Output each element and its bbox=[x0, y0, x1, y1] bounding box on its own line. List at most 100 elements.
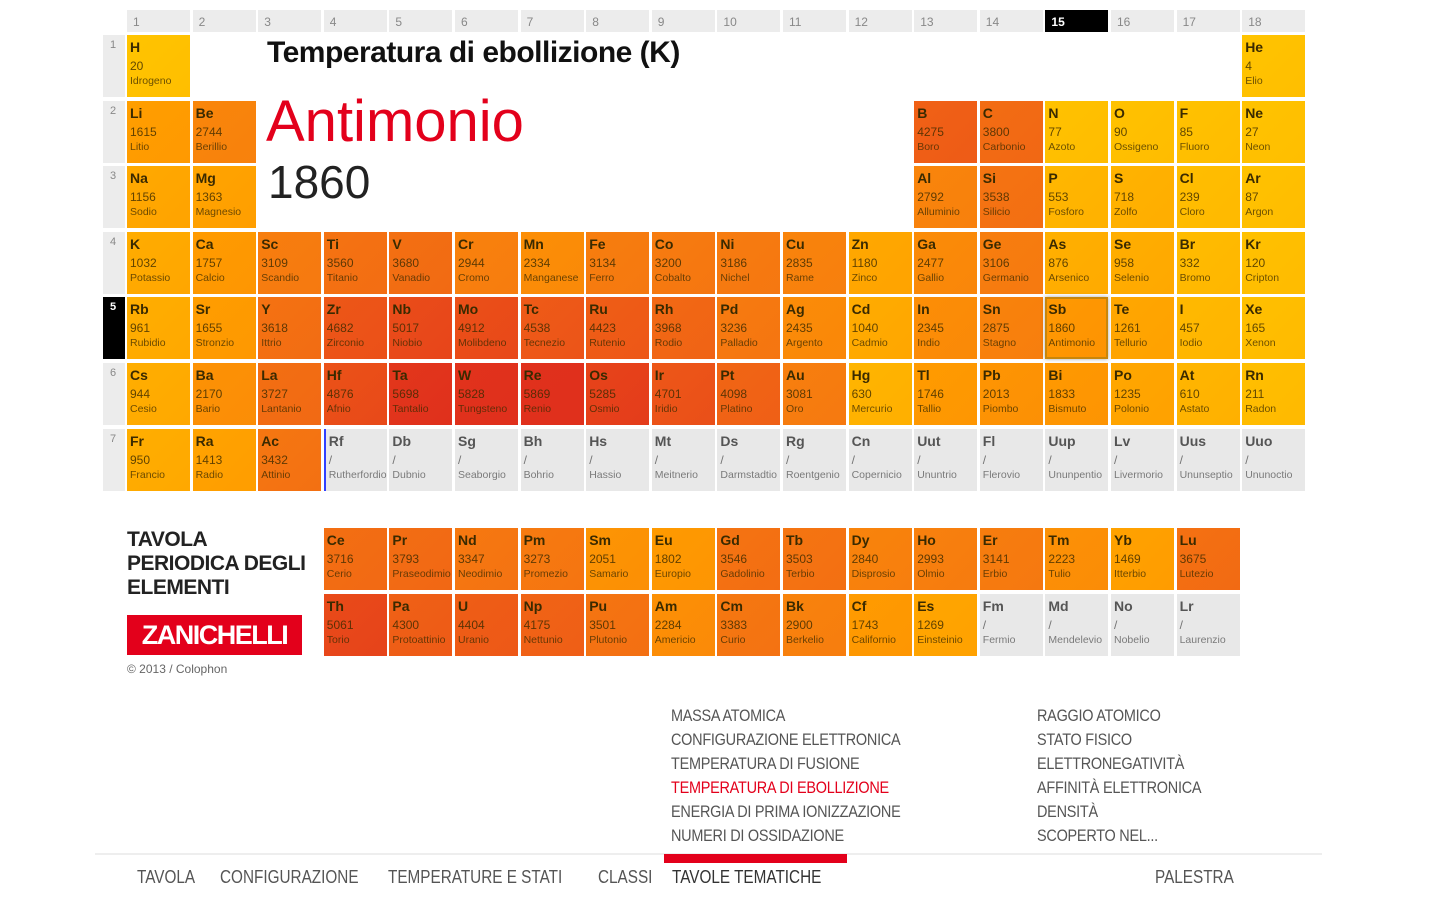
element-nd[interactable]: Nd 3347 Neodimio bbox=[455, 528, 518, 590]
element-rf[interactable]: Rf / Rutherfordio bbox=[323, 428, 387, 491]
element-h[interactable]: H 20 Idrogeno bbox=[127, 35, 190, 97]
element-te[interactable]: Te 1261 Tellurio bbox=[1111, 297, 1174, 360]
group-header-6[interactable]: 6 bbox=[455, 10, 518, 32]
element-tm[interactable]: Tm 2223 Tulio bbox=[1045, 528, 1109, 590]
nav-tavola[interactable]: TAVOLA bbox=[137, 867, 196, 887]
theme-item[interactable]: TEMPERATURA DI FUSIONE bbox=[671, 754, 860, 773]
element-sr[interactable]: Sr 1655 Stronzio bbox=[192, 297, 256, 360]
element-li[interactable]: Li 1615 Litio bbox=[127, 100, 190, 163]
element-pm[interactable]: Pm 3273 Promezio bbox=[520, 528, 584, 590]
element-ru[interactable]: Ru 4423 Rutenio bbox=[586, 297, 650, 360]
group-header-8[interactable]: 8 bbox=[586, 10, 650, 32]
element-uup[interactable]: Uup / Ununpentio bbox=[1045, 428, 1109, 491]
group-header-16[interactable]: 16 bbox=[1111, 10, 1174, 32]
element-si[interactable]: Si 3538 Silicio bbox=[979, 166, 1043, 229]
element-na[interactable]: Na 1156 Sodio bbox=[127, 166, 190, 229]
period-header-1[interactable]: 1 bbox=[103, 35, 125, 97]
element-es[interactable]: Es 1269 Einsteinio bbox=[914, 594, 978, 656]
element-au[interactable]: Au 3081 Oro bbox=[783, 363, 846, 425]
element-np[interactable]: Np 4175 Nettunio bbox=[520, 594, 584, 656]
element-se[interactable]: Se 958 Selenio bbox=[1111, 231, 1174, 294]
element-dy[interactable]: Dy 2840 Disprosio bbox=[848, 528, 912, 590]
group-header-3[interactable]: 3 bbox=[258, 10, 322, 32]
element-b[interactable]: B 4275 Boro bbox=[914, 100, 978, 163]
element-sg[interactable]: Sg / Seaborgio bbox=[455, 428, 518, 491]
colophon-link[interactable]: © 2013 / Colophon bbox=[127, 662, 228, 676]
element-fe[interactable]: Fe 3134 Ferro bbox=[586, 231, 650, 294]
element-w[interactable]: W 5828 Tungsteno bbox=[455, 363, 518, 425]
element-ce[interactable]: Ce 3716 Cerio bbox=[323, 528, 387, 590]
group-header-2[interactable]: 2 bbox=[192, 10, 256, 32]
element-sb[interactable]: Sb 1860 Antimonio bbox=[1045, 297, 1109, 360]
element-pr[interactable]: Pr 3793 Praseodimio bbox=[389, 528, 453, 590]
element-uus[interactable]: Uus / Ununseptio bbox=[1176, 428, 1240, 491]
element-tl[interactable]: Tl 1746 Tallio bbox=[914, 363, 978, 425]
element-be[interactable]: Be 2744 Berillio bbox=[192, 100, 256, 163]
element-cf[interactable]: Cf 1743 Californio bbox=[848, 594, 912, 656]
element-u[interactable]: U 4404 Uranio bbox=[455, 594, 518, 656]
element-mo[interactable]: Mo 4912 Molibdeno bbox=[455, 297, 518, 360]
element-th[interactable]: Th 5061 Torio bbox=[323, 594, 387, 656]
period-header-4[interactable]: 4 bbox=[103, 231, 125, 294]
group-header-11[interactable]: 11 bbox=[783, 10, 846, 32]
element-as[interactable]: As 876 Arsenico bbox=[1045, 231, 1109, 294]
element-n[interactable]: N 77 Azoto bbox=[1045, 100, 1109, 163]
element-uut[interactable]: Uut / Ununtrio bbox=[914, 428, 978, 491]
element-zn[interactable]: Zn 1180 Zinco bbox=[848, 231, 912, 294]
element-cs[interactable]: Cs 944 Cesio bbox=[127, 363, 190, 425]
element-fr[interactable]: Fr 950 Francio bbox=[127, 428, 190, 491]
element-xe[interactable]: Xe 165 Xenon bbox=[1242, 297, 1306, 360]
element-po[interactable]: Po 1235 Polonio bbox=[1111, 363, 1174, 425]
period-header-6[interactable]: 6 bbox=[103, 363, 125, 425]
element-sc[interactable]: Sc 3109 Scandio bbox=[258, 231, 322, 294]
element-nb[interactable]: Nb 5017 Niobio bbox=[389, 297, 453, 360]
theme-item[interactable]: SCOPERTO NEL... bbox=[1037, 826, 1158, 845]
element-mg[interactable]: Mg 1363 Magnesio bbox=[192, 166, 256, 229]
element-v[interactable]: V 3680 Vanadio bbox=[389, 231, 453, 294]
element-rh[interactable]: Rh 3968 Rodio bbox=[651, 297, 715, 360]
element-fm[interactable]: Fm / Fermio bbox=[979, 594, 1043, 656]
group-header-1[interactable]: 1 bbox=[127, 10, 190, 32]
nav-configurazione[interactable]: CONFIGURAZIONE bbox=[220, 867, 359, 887]
period-header-2[interactable]: 2 bbox=[103, 100, 125, 163]
element-os[interactable]: Os 5285 Osmio bbox=[586, 363, 650, 425]
element-sn[interactable]: Sn 2875 Stagno bbox=[979, 297, 1043, 360]
nav-palestra[interactable]: PALESTRA bbox=[1155, 867, 1234, 887]
group-header-14[interactable]: 14 bbox=[979, 10, 1043, 32]
element-hs[interactable]: Hs / Hassio bbox=[586, 428, 650, 491]
element-ge[interactable]: Ge 3106 Germanio bbox=[979, 231, 1043, 294]
element-no[interactable]: No / Nobelio bbox=[1111, 594, 1174, 656]
element-er[interactable]: Er 3141 Erbio bbox=[979, 528, 1043, 590]
element-rb[interactable]: Rb 961 Rubidio bbox=[127, 297, 190, 360]
element-pb[interactable]: Pb 2013 Piombo bbox=[979, 363, 1043, 425]
element-s[interactable]: S 718 Zolfo bbox=[1111, 166, 1174, 229]
element-cu[interactable]: Cu 2835 Rame bbox=[783, 231, 846, 294]
element-ar[interactable]: Ar 87 Argon bbox=[1242, 166, 1306, 229]
element-la[interactable]: La 3727 Lantanio bbox=[258, 363, 322, 425]
element-ba[interactable]: Ba 2170 Bario bbox=[192, 363, 256, 425]
element-uuo[interactable]: Uuo / Ununoctio bbox=[1242, 428, 1306, 491]
nav-classi[interactable]: CLASSI bbox=[598, 867, 653, 887]
element-k[interactable]: K 1032 Potassio bbox=[127, 231, 190, 294]
element-f[interactable]: F 85 Fluoro bbox=[1176, 100, 1240, 163]
element-pa[interactable]: Pa 4300 Protoattinio bbox=[389, 594, 453, 656]
element-at[interactable]: At 610 Astato bbox=[1176, 363, 1240, 425]
element-bi[interactable]: Bi 1833 Bismuto bbox=[1045, 363, 1109, 425]
element-re[interactable]: Re 5869 Renio bbox=[520, 363, 584, 425]
period-header-7[interactable]: 7 bbox=[103, 428, 125, 491]
element-yb[interactable]: Yb 1469 Itterbio bbox=[1111, 528, 1174, 590]
group-header-5[interactable]: 5 bbox=[389, 10, 453, 32]
element-he[interactable]: He 4 Elio bbox=[1242, 35, 1306, 97]
element-cm[interactable]: Cm 3383 Curio bbox=[717, 594, 781, 656]
element-co[interactable]: Co 3200 Cobalto bbox=[651, 231, 715, 294]
element-ho[interactable]: Ho 2993 Olmio bbox=[914, 528, 978, 590]
element-tb[interactable]: Tb 3503 Terbio bbox=[783, 528, 846, 590]
group-header-17[interactable]: 17 bbox=[1176, 10, 1240, 32]
group-header-10[interactable]: 10 bbox=[717, 10, 781, 32]
element-cr[interactable]: Cr 2944 Cromo bbox=[455, 231, 518, 294]
theme-item[interactable]: STATO FISICO bbox=[1037, 730, 1132, 749]
group-header-12[interactable]: 12 bbox=[848, 10, 912, 32]
element-ds[interactable]: Ds / Darmstadtio bbox=[717, 428, 781, 491]
period-header-3[interactable]: 3 bbox=[103, 166, 125, 229]
element-cn[interactable]: Cn / Copernicio bbox=[848, 428, 912, 491]
